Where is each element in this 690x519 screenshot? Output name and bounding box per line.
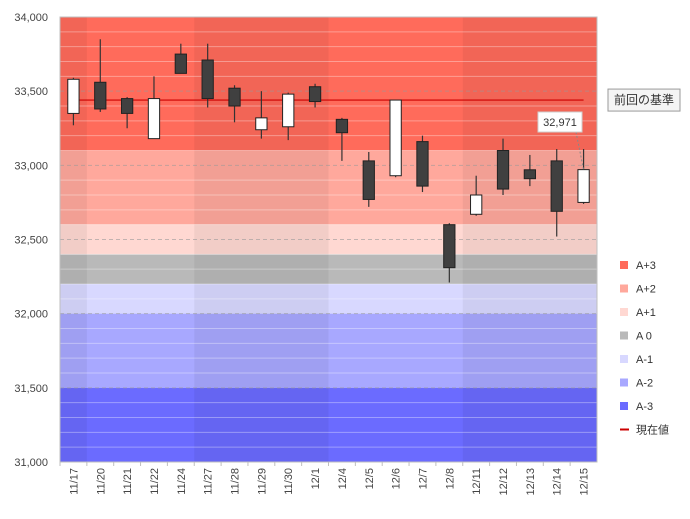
band-a-3 [60, 387, 597, 462]
x-tick-label: 11/24 [176, 468, 188, 495]
candle-body-down [94, 81, 107, 110]
x-tick-label: 11/28 [230, 468, 242, 495]
x-tick-label: 11/29 [256, 468, 268, 495]
candle-body-up [577, 169, 590, 203]
candle-body-up [470, 194, 483, 215]
candle-body-up [282, 93, 295, 128]
y-tick-label: 32,000 [14, 309, 48, 321]
candle-body-down [416, 141, 429, 187]
candle-body-down [174, 53, 187, 74]
last-value-box [537, 111, 583, 133]
x-tick-label: 12/1 [310, 468, 322, 489]
candle-body-down [308, 86, 322, 103]
legend-label: A-2 [636, 378, 653, 390]
x-tick-label: 12/6 [391, 468, 403, 489]
x-tick-label: 12/13 [525, 468, 537, 496]
x-tick-label: 11/27 [203, 468, 215, 495]
y-tick-label: 31,000 [14, 457, 48, 469]
y-tick-label: 34,000 [14, 12, 48, 24]
candle-body-down [496, 150, 510, 190]
legend-label: A+3 [636, 260, 656, 272]
y-tick-label: 31,500 [14, 383, 48, 395]
x-tick-label: 12/14 [552, 468, 564, 496]
legend-swatch [620, 355, 628, 363]
legend-label: A-1 [636, 354, 653, 366]
legend-swatch [620, 402, 628, 410]
candle-body-down [228, 87, 241, 107]
x-tick-label: 11/21 [122, 468, 134, 495]
candle-body-down [335, 118, 349, 134]
candle-body-down [201, 59, 214, 100]
x-tick-label: 11/17 [68, 468, 80, 495]
y-tick-label: 33,500 [14, 86, 48, 98]
candle-body-up [147, 98, 161, 140]
legend-swatch [620, 308, 628, 316]
band-a-2 [60, 313, 597, 388]
x-tick-label: 12/4 [337, 468, 349, 489]
candle-body-up [389, 99, 402, 177]
candle-body-up [67, 78, 80, 114]
candle-body-down [523, 169, 537, 180]
x-tick-label: 11/20 [95, 468, 107, 495]
x-tick-label: 12/15 [579, 468, 591, 496]
band-a-1 [60, 284, 597, 314]
x-tick-label: 11/22 [149, 468, 161, 495]
reference-label-box [607, 88, 681, 112]
reference-label: 前回の基準 [614, 92, 674, 107]
candle-body-down [362, 160, 375, 200]
candle-body-down [120, 98, 134, 114]
legend-label: A 0 [636, 331, 652, 343]
x-tick-label: 12/11 [471, 468, 483, 495]
legend-swatch [620, 331, 628, 340]
y-tick-label: 32,500 [14, 235, 48, 247]
x-tick-label: 11/30 [283, 468, 295, 495]
candle-body-up [255, 117, 268, 131]
x-tick-label: 12/8 [444, 468, 456, 489]
candle-body-down [550, 160, 563, 212]
candle-body-down [443, 224, 456, 269]
legend-swatch [620, 284, 628, 293]
legend-label: A+1 [636, 307, 656, 319]
band-a0 [60, 254, 597, 284]
x-tick-label: 12/5 [364, 468, 376, 489]
legend-label: 現在値 [636, 424, 669, 437]
y-tick-label: 33,000 [14, 160, 48, 172]
x-tick-label: 12/12 [498, 468, 510, 496]
last-value-label: 32,971 [543, 117, 577, 129]
legend-label: A-3 [636, 401, 653, 413]
legend-swatch [620, 378, 628, 387]
legend-label: A+2 [636, 284, 656, 296]
legend-swatch [620, 261, 628, 269]
x-tick-label: 12/7 [417, 468, 429, 489]
